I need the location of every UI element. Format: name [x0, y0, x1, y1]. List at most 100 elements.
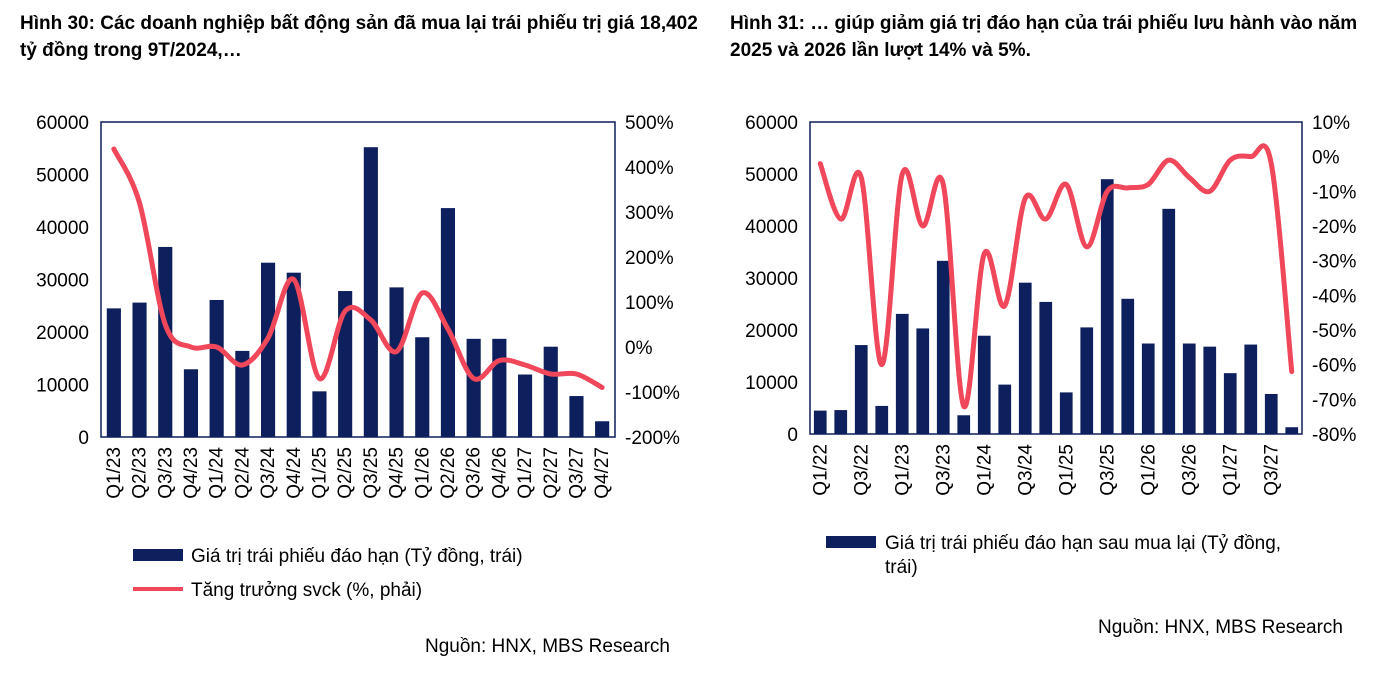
x-tick: Q4/24 [284, 447, 305, 499]
y-right-tick: -50% [1312, 321, 1356, 342]
bar-Q2/25 [1080, 327, 1094, 434]
x-tick: Q1/26 [1138, 444, 1159, 496]
x-tick: Q2/24 [232, 447, 253, 499]
bar-Q2/27 [543, 346, 558, 437]
bar-Q2/26 [440, 208, 456, 437]
growth-line [817, 143, 1295, 409]
bar-Q3/26 [466, 338, 481, 437]
legend-bar-swatch-2 [826, 536, 876, 548]
bar-Q1/23 [895, 313, 909, 434]
bar-Q3/23 [936, 260, 950, 434]
y-left-tick: 40000 [36, 218, 89, 239]
bar-Q4/23 [957, 415, 971, 434]
bar-Q4/25 [389, 287, 404, 437]
y-left-tick: 20000 [36, 323, 89, 344]
bar-Q3/22 [854, 345, 868, 434]
bar-Q1/27 [517, 374, 533, 437]
y-left-tick: 0 [78, 428, 89, 449]
y-left-tick: 20000 [745, 321, 798, 342]
x-tick: Q1/23 [104, 447, 125, 499]
bar-Q3/27 [1264, 393, 1278, 434]
x-tick: Q2/27 [541, 447, 562, 499]
x-tick: Q3/23 [155, 447, 176, 499]
x-tick: Q1/22 [810, 444, 831, 496]
bar-Q1/26 [415, 337, 430, 437]
y-right-tick: 0% [1312, 148, 1340, 169]
y-right-tick: 300% [625, 203, 674, 224]
y-left-tick: 40000 [745, 217, 798, 238]
y-right-tick: -10% [1312, 182, 1356, 203]
x-tick: Q3/26 [1179, 444, 1200, 496]
legend-bar-swatch [133, 549, 183, 561]
bar-Q1/22 [813, 410, 827, 434]
bar-Q3/25 [1100, 179, 1114, 434]
y-left-tick: 0 [787, 425, 798, 446]
bar-Q4/26 [492, 338, 507, 437]
bar-Q4/25 [1121, 298, 1135, 434]
y-right-tick: 400% [625, 158, 674, 179]
y-left-tick: 60000 [745, 113, 798, 134]
y-right-tick: -70% [1312, 390, 1356, 411]
bar-Q2/25 [338, 291, 353, 437]
x-tick: Q3/22 [851, 444, 872, 496]
y-right-tick: 500% [625, 113, 674, 134]
y-left-tick: 50000 [36, 166, 89, 187]
x-tick: Q1/23 [892, 444, 913, 496]
y-right-tick: 0% [625, 338, 653, 359]
bar-Q1/24 [977, 335, 991, 434]
bar-Q2/23 [916, 328, 930, 434]
x-tick: Q1/27 [515, 447, 536, 499]
y-left-tick: 10000 [745, 373, 798, 394]
x-tick: Q4/23 [181, 447, 202, 499]
x-tick: Q3/25 [361, 447, 382, 499]
bar-Q1/25 [1059, 392, 1073, 434]
legend-line-label: Tăng trưởng svck (%, phải) [191, 580, 422, 601]
figure-30-title: Hình 30: Các doanh nghiệp bất động sản đ… [20, 13, 698, 61]
plot-frame [809, 121, 1303, 435]
y-right-tick: -200% [625, 428, 680, 449]
x-tick: Q3/26 [464, 447, 485, 499]
y-right-tick: -40% [1312, 286, 1356, 307]
growth-line [111, 146, 605, 390]
figure-31-title: Hình 31: … giúp giảm giá trị đáo hạn của… [730, 13, 1358, 61]
x-tick: Q2/25 [335, 447, 356, 499]
x-tick: Q3/27 [566, 447, 587, 499]
source-note-2: Nguồn: HNX, MBS Research [1098, 617, 1343, 638]
y-right-tick: -80% [1312, 425, 1356, 446]
bar-Q2/22 [834, 410, 848, 434]
y-left-tick: 50000 [745, 165, 798, 186]
x-tick: Q1/25 [309, 447, 330, 499]
legend-bar-label-2a: Giá trị trái phiếu đáo hạn sau mua lại (… [885, 533, 1281, 554]
x-tick: Q4/27 [592, 447, 613, 499]
bar-Q1/25 [312, 391, 327, 437]
bar-Q1/26 [1141, 343, 1155, 434]
bar-Q4/24 [286, 272, 301, 437]
x-tick: Q3/23 [933, 444, 954, 496]
bar-Q1/24 [209, 299, 224, 437]
x-tick: Q2/23 [130, 447, 151, 499]
source-note-1: Nguồn: HNX, MBS Research [425, 636, 670, 657]
bar-Q1/23 [106, 308, 121, 437]
bar-Q3/27 [569, 396, 584, 437]
bar-Q3/25 [363, 147, 378, 437]
chart-2: 0 10000 20000 30000 40000 50000 60000 -80% -70% -… [745, 113, 1356, 496]
y-left-tick: 30000 [36, 271, 89, 292]
bar-Q2/24 [235, 350, 250, 437]
y-right-tick: 10% [1312, 113, 1350, 134]
y-left-tick: 60000 [36, 113, 89, 134]
legend-bar-label-2b: trái) [885, 557, 918, 578]
bar-Q4/27 [595, 421, 610, 437]
bar-Q2/27 [1244, 344, 1258, 434]
bar-Q2/23 [132, 302, 147, 437]
bar-Q1/27 [1223, 373, 1237, 434]
bar-Q3/24 [1018, 282, 1032, 434]
y-left-tick: 10000 [36, 376, 89, 397]
bar-Q2/24 [998, 384, 1012, 434]
x-tick: Q3/25 [1097, 444, 1118, 496]
x-tick: Q4/25 [387, 447, 408, 499]
bar-Q2/26 [1162, 208, 1176, 434]
x-tick: Q1/24 [207, 447, 228, 499]
bar-Q4/26 [1203, 346, 1217, 434]
bar-Q3/26 [1182, 343, 1196, 434]
